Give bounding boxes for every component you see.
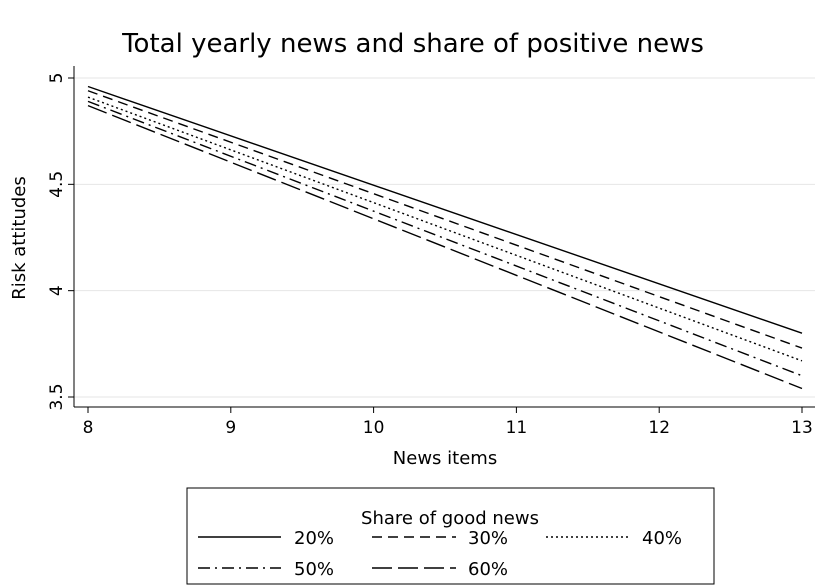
series-line-60pct [87,104,803,390]
series-line-40pct [87,96,803,362]
y-tick-label: 3.5 [47,383,67,410]
x-tick-label: 11 [506,418,528,438]
legend-label: 40% [642,528,682,549]
x-tick-label: 12 [648,418,670,438]
x-axis-title: News items [393,448,497,469]
series-line-30pct [87,90,803,349]
series-lines [87,85,803,390]
grid-lines [74,77,815,398]
y-axis-title: Risk attitudes [9,176,30,300]
x-tick-label: 10 [363,418,385,438]
legend-label: 50% [294,559,334,580]
y-tick-label: 4.5 [47,171,67,198]
y-tick-label: 4 [47,285,67,296]
x-tick-label: 13 [791,418,813,438]
legend: Share of good news 20% 30% 40% 50% 60% [186,487,715,585]
legend-items: 20% 30% 40% 50% 60% [198,528,682,580]
legend-box [186,487,715,585]
legend-label: 60% [468,559,508,580]
legend-label: 20% [294,528,334,549]
axes: 3.5 4 4.5 5 8 9 10 11 12 13 [47,66,815,438]
legend-title: Share of good news [361,508,539,529]
x-tick-label: 8 [83,418,94,438]
series-line-50pct [87,100,803,377]
x-tick-label: 9 [225,418,236,438]
legend-label: 30% [468,528,508,549]
series-line-20pct [87,85,803,334]
chart-title: Total yearly news and share of positive … [121,29,704,59]
y-tick-label: 5 [47,73,67,84]
